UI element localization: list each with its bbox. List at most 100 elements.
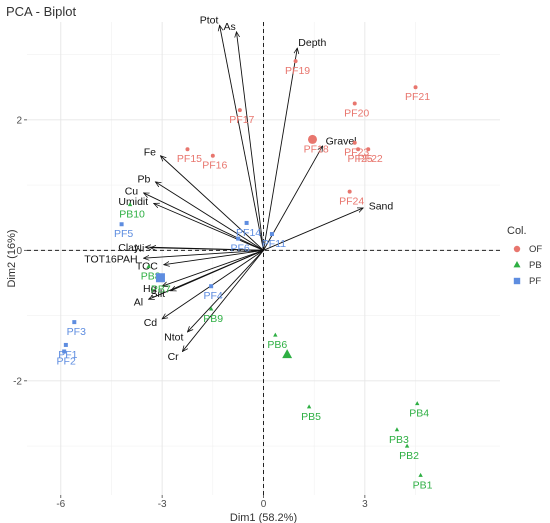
data-point	[306, 404, 312, 409]
variable-label: Fe	[144, 147, 156, 159]
point-label: PB5	[301, 411, 321, 423]
point-label: PF4	[203, 290, 222, 302]
variable-label: Ptot	[200, 14, 219, 26]
point-label: PF18	[304, 143, 329, 155]
variable-label: Gravel	[326, 136, 357, 148]
variable-arrow	[162, 249, 264, 286]
data-point	[269, 232, 274, 237]
data-point	[185, 147, 190, 152]
point-label: PF16	[202, 160, 227, 172]
y-tick-label: -2	[13, 376, 22, 387]
y-tick-label: 2	[16, 115, 22, 126]
group-centroid	[282, 349, 293, 359]
point-label: PF21	[405, 91, 430, 103]
point-label: PB1	[413, 479, 433, 491]
point-label: PF5	[114, 228, 133, 240]
data-point	[62, 349, 67, 354]
data-point	[209, 284, 214, 289]
point-label: PF19	[285, 65, 310, 77]
variable-arrow	[160, 156, 264, 251]
data-point	[236, 236, 241, 241]
legend: Col.OF PB PF	[507, 225, 542, 287]
variable-label: Cd	[144, 317, 158, 329]
point-label: PB2	[399, 450, 419, 462]
y-axis-label: Dim2 (16%)	[6, 229, 18, 287]
data-point	[210, 153, 215, 158]
point-label: PF6	[231, 243, 250, 255]
variable-arrow	[150, 248, 264, 251]
variable-arrow	[236, 32, 264, 251]
data-point	[146, 264, 151, 269]
variable-label: Ntot	[164, 331, 183, 343]
legend-key	[513, 261, 521, 268]
variable-label: Cu	[125, 185, 139, 197]
point-label: PF20	[344, 108, 369, 120]
point-label: PF15	[177, 153, 202, 165]
variable-label: TOT16PAH	[84, 254, 137, 266]
point-label: PB6	[267, 339, 287, 351]
point-label: PB9	[203, 313, 223, 325]
data-point	[347, 189, 352, 194]
variable-arrow	[220, 25, 264, 251]
variable-label: TOC	[136, 261, 158, 273]
data-point	[356, 147, 361, 152]
data-point	[72, 320, 77, 325]
variable-arrow	[144, 192, 264, 251]
point-label: PF22	[358, 153, 383, 165]
variable-arrow	[155, 182, 264, 251]
point-label: PB8	[141, 271, 161, 283]
variable-arrow	[182, 250, 264, 351]
chart-title: PCA - Biplot	[6, 4, 77, 19]
point-label: PF2	[57, 355, 76, 367]
data-point	[293, 59, 298, 64]
x-tick-label: 3	[362, 499, 368, 510]
point-label: PF24	[339, 196, 364, 208]
variable-arrow	[164, 249, 264, 264]
point-label: PF17	[229, 114, 254, 126]
zero-lines	[27, 22, 500, 495]
x-tick-label: -3	[158, 499, 167, 510]
variable-label: Depth	[298, 37, 326, 49]
point-label: PB10	[119, 209, 145, 221]
variable-label: Sand	[369, 201, 394, 213]
variable-arrow	[187, 250, 264, 332]
variable-label: Clay	[118, 242, 140, 254]
variable-label: Cr	[168, 351, 180, 363]
data-point	[366, 147, 371, 152]
data-point	[119, 222, 124, 227]
group-centroid	[307, 134, 317, 144]
group-centroid	[155, 273, 165, 283]
legend-label: OF	[529, 244, 542, 255]
point-label: PB7	[151, 284, 171, 296]
data-point	[394, 427, 400, 432]
data-point	[127, 202, 133, 207]
data-point	[208, 306, 214, 311]
variable-label: Pb	[137, 174, 150, 186]
x-tick-label: 0	[261, 499, 267, 510]
data-point	[63, 342, 68, 347]
data-point	[237, 108, 242, 113]
point-label: PF11	[262, 238, 286, 250]
data-point	[415, 401, 420, 406]
data-point	[404, 443, 410, 448]
legend-key	[513, 277, 521, 285]
legend-title: Col.	[507, 225, 527, 237]
variable-arrow	[263, 208, 364, 251]
variable-arrow	[144, 249, 264, 258]
x-axis-label: Dim1 (58.2%)	[230, 512, 297, 523]
variable-arrow	[263, 48, 298, 251]
data-point	[413, 85, 418, 90]
point-label: PF23	[344, 147, 369, 159]
axis-ticks: -6 -3 0 3 -2 0 2	[13, 115, 368, 510]
point-label: PF3	[67, 326, 86, 338]
variable-label: Ni	[134, 243, 144, 255]
variable-label: Al	[134, 297, 143, 309]
point-label: PF14	[236, 227, 261, 239]
legend-label: PF	[529, 276, 541, 287]
variable-label: Umidit	[118, 196, 148, 208]
variable-label: Hg	[143, 283, 157, 295]
